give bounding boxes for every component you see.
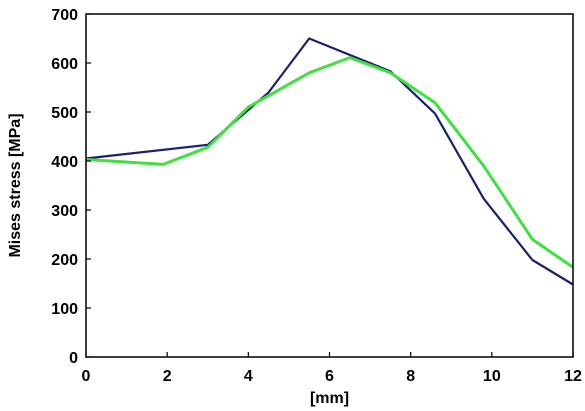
y-tick-label: 600 [51,56,78,73]
y-tick-label: 100 [51,301,78,318]
y-tick-label: 200 [51,252,78,269]
series-layer [85,37,574,286]
x-tick-label: 6 [325,368,334,385]
x-tick-label: 8 [406,368,415,385]
x-tick-label: 2 [163,368,172,385]
y-tick-label: 300 [51,203,78,220]
x-axis-title: [mm] [310,390,349,407]
y-tick-label: 400 [51,154,78,171]
series-line-2 [85,56,574,269]
x-tick-label: 4 [244,368,253,385]
x-tick-label: 12 [564,368,582,385]
y-tick-label: 500 [51,105,78,122]
y-axis-title: Mises stress [MPa] [7,113,24,257]
y-tick-label: 700 [51,7,78,24]
y-tick-label: 0 [69,350,78,367]
tick-layer: 0 100 200 300 400 500 600 700 0 2 4 6 8 10 12 [51,7,582,385]
series-line-1 [85,37,574,286]
x-tick-label: 0 [82,368,91,385]
x-tick-label: 10 [483,368,501,385]
